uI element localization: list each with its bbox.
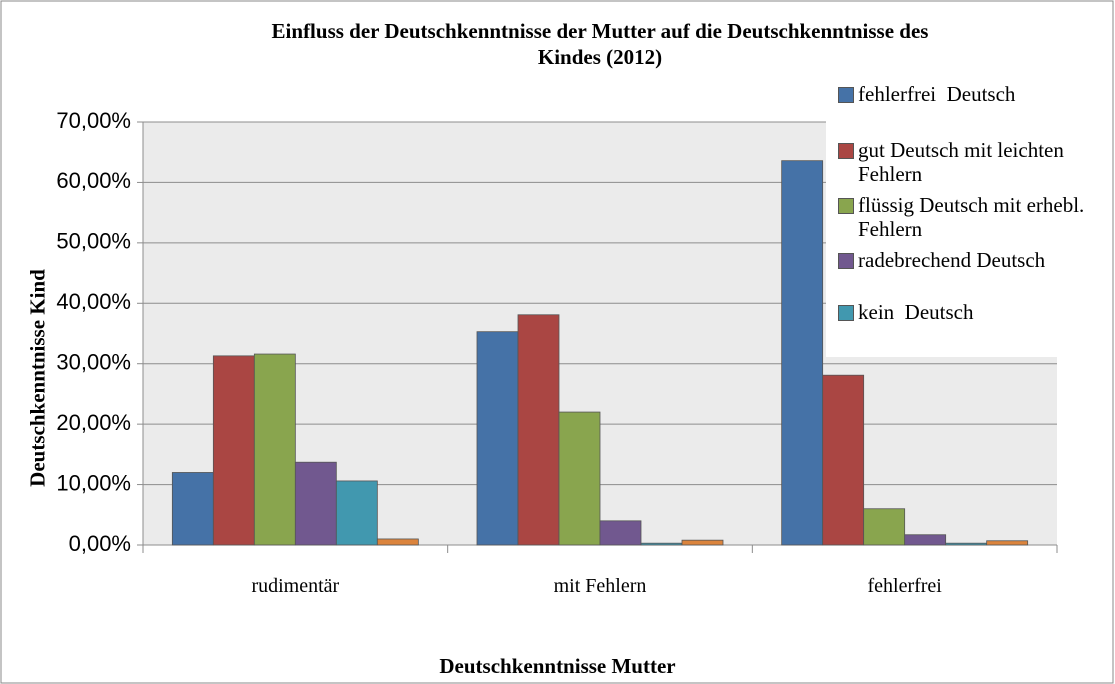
legend-entry: flüssig Deutsch mit erhebl. Fehlern [838,193,1088,241]
legend-entry: kein Deutsch [838,300,1088,324]
y-tick-label: 50,00% [56,229,131,254]
bar [294,461,337,546]
legend-box [826,80,1058,357]
x-tick-label: mit Fehlern [554,575,647,597]
y-tick-label: 70,00% [56,108,131,133]
bar [599,520,642,546]
legend-label: flüssig Deutsch mit erhebl. Fehlern [858,193,1090,241]
bar [253,353,296,546]
legend-entry: fehlerfrei Deutsch [838,82,1088,106]
bar [335,480,378,546]
chart-title: Einfluss der Deutschkenntnisse der Mutte… [271,19,929,69]
bar [863,508,906,546]
bar [945,542,988,546]
y-axis-label: Deutschkenntnisse Kind [25,269,50,487]
y-tick-label: 30,00% [56,350,131,375]
legend-label: fehlerfrei Deutsch [858,82,1016,106]
bar [376,538,419,546]
legend-label: radebrechend Deutsch [858,248,1046,272]
bar [681,539,724,546]
legend-entry: radebrechend Deutsch [838,248,1088,272]
legend-swatch [838,143,854,159]
bar [212,355,255,546]
x-tick-label: fehlerfrei [867,575,942,597]
y-tick-label: 40,00% [56,289,131,314]
bar [517,314,560,546]
bar [171,472,214,546]
legend-entry: gut Deutsch mit leichten Fehlern [838,138,1088,186]
y-tick-label: 0,00% [69,531,131,556]
bar [986,540,1029,546]
legend-label: kein Deutsch [858,300,974,324]
bar [781,160,824,546]
bar [640,542,683,546]
legend-swatch [838,253,854,269]
legend-label: gut Deutsch mit leichten Fehlern [858,138,1070,186]
legend-swatch [838,305,854,321]
legend-swatch [838,198,854,214]
bar [558,411,601,546]
y-tick-label: 60,00% [56,168,131,193]
x-axis-label: Deutschkenntnisse Mutter [439,654,676,678]
bar [904,534,947,546]
x-tick-label: rudimentär [251,575,339,597]
y-tick-label: 20,00% [56,410,131,435]
bar [822,374,865,546]
y-tick-label: 10,00% [56,470,131,495]
legend-swatch [838,87,854,103]
bar [476,331,519,546]
